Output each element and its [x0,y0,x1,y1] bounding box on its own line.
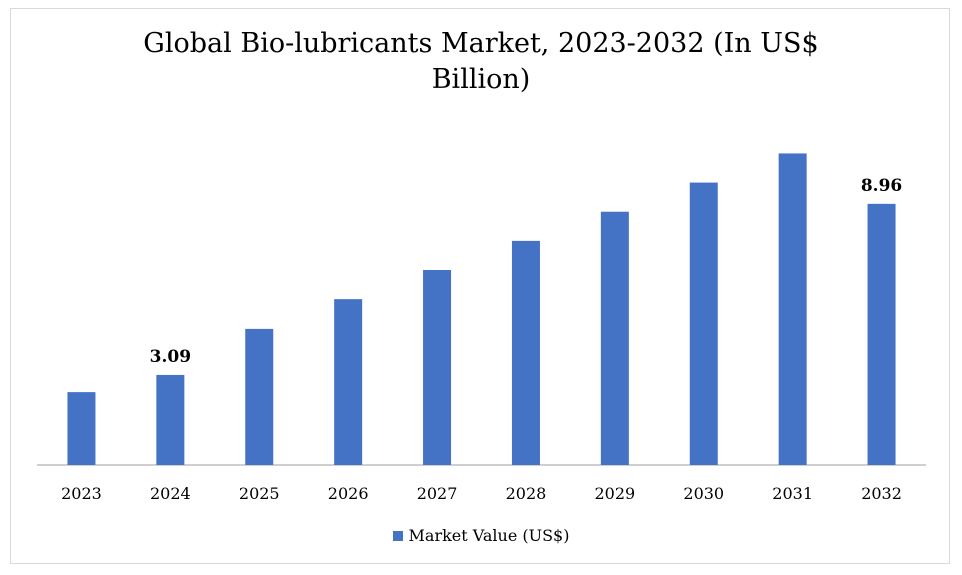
x-tick-label-2023: 2023 [61,484,102,503]
bar-2025 [245,328,274,465]
data-label-2032: 8.96 [861,176,902,196]
x-tick-label-2030: 2030 [683,484,724,503]
bar-2028 [511,240,540,465]
bar-2029 [600,211,629,465]
x-tick-label-2031: 2031 [772,484,813,503]
x-tick-label-2027: 2027 [417,484,458,503]
x-tick-label-2032: 2032 [861,484,902,503]
x-tick-label-2029: 2029 [594,484,635,503]
data-label-2024: 3.09 [150,347,191,367]
bar-2031 [778,153,807,465]
bar-2032 [867,203,896,465]
bar-2026 [334,299,363,465]
legend-swatch [392,531,403,541]
bar-2024 [156,374,185,465]
legend-label: Market Value (US$) [408,526,570,545]
bar-2027 [423,270,452,465]
x-tick-label-2025: 2025 [239,484,280,503]
x-tick-label-2024: 2024 [150,484,191,503]
chart-legend: Market Value (US$) [0,526,962,545]
x-tick-label-2028: 2028 [506,484,547,503]
x-tick-label-2026: 2026 [328,484,369,503]
chart-title-line-1: Global Bio-lubricants Market, 2023-2032 … [143,28,819,59]
chart-title: Global Bio-lubricants Market, 2023-2032 … [0,26,962,98]
chart-title-line-2: Billion) [431,64,531,95]
bar-2030 [689,182,718,466]
bar-2023 [67,392,96,465]
